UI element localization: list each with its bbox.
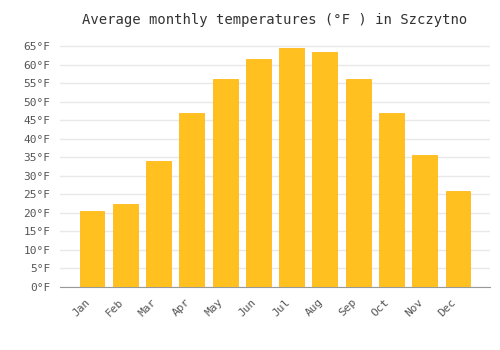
Bar: [412, 155, 437, 287]
Bar: [146, 161, 171, 287]
Bar: [312, 52, 338, 287]
Bar: [113, 204, 138, 287]
Bar: [80, 211, 104, 287]
Bar: [279, 48, 304, 287]
Bar: [212, 79, 238, 287]
Title: Average monthly temperatures (°F ) in Szczytno: Average monthly temperatures (°F ) in Sz…: [82, 13, 468, 27]
Bar: [180, 113, 204, 287]
Bar: [346, 79, 370, 287]
Bar: [379, 113, 404, 287]
Bar: [246, 59, 271, 287]
Bar: [446, 191, 470, 287]
